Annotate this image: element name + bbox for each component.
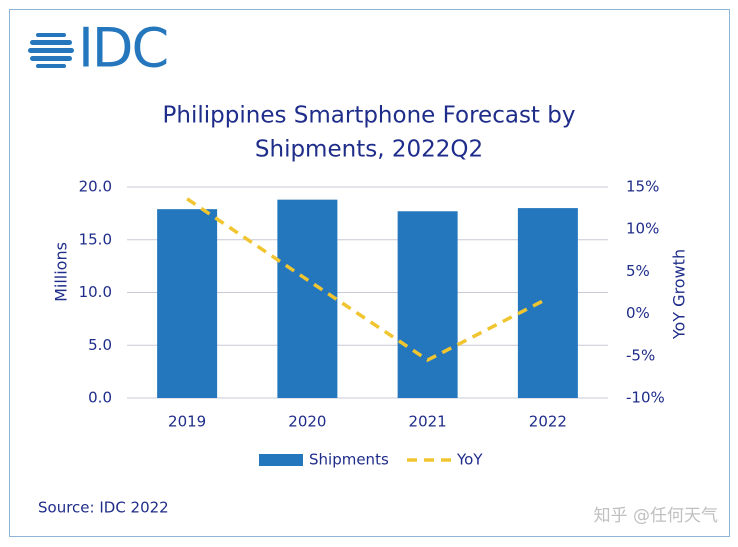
bar	[517, 208, 578, 398]
source: Source: IDC 2022	[38, 499, 169, 517]
y2-tick-label: 10%	[626, 220, 659, 238]
y-tick-label: 0.0	[88, 389, 112, 407]
y2-tick-label: -10%	[626, 389, 665, 407]
bar	[157, 209, 218, 398]
y-axis-label: Millions	[52, 242, 71, 302]
y-tick-label: 20.0	[79, 178, 112, 196]
y2-tick-label: 0%	[626, 304, 650, 322]
y-tick-label: 5.0	[88, 336, 112, 354]
line	[186, 197, 549, 363]
x-tick-label: 2021	[409, 413, 447, 431]
chart-title: Philippines Smartphone Forecast by	[163, 103, 576, 129]
x-tick-label: 2022	[529, 413, 567, 431]
frame	[9, 9, 730, 537]
y-tick-label: 10.0	[79, 283, 112, 301]
y2-tick-label: 15%	[626, 178, 659, 196]
legend-label: YoY	[456, 451, 483, 469]
y2-tick-label: 5%	[626, 262, 650, 280]
bar	[397, 211, 458, 398]
x-tick-label: 2020	[288, 413, 326, 431]
watermark: 知乎 @任何天气	[594, 506, 718, 526]
x-tick-label: 2019	[168, 413, 206, 431]
legend-swatch	[259, 454, 303, 466]
legend-label: Shipments	[309, 451, 389, 469]
y-tick-label: 15.0	[79, 230, 112, 248]
logo-globe	[28, 33, 74, 68]
chart-title: Shipments, 2022Q2	[255, 137, 483, 163]
logo: IDC	[78, 17, 167, 80]
y2-tick-label: -5%	[626, 346, 655, 364]
bar	[277, 199, 338, 398]
y2-axis-label: YoY Growth	[670, 249, 689, 340]
